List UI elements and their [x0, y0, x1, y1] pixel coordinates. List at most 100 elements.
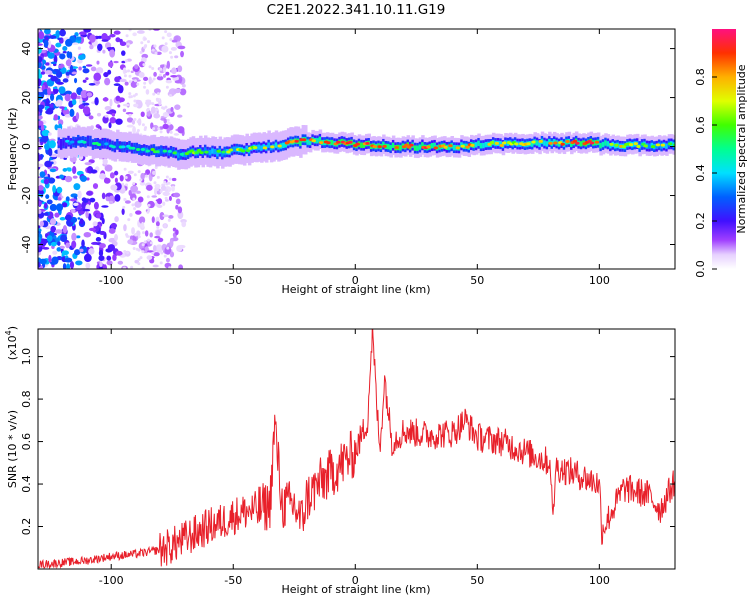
spectrogram-noise-cell: [99, 243, 106, 249]
spectrogram-peak-cell: [355, 142, 360, 146]
spectrogram-noise-cell: [128, 29, 132, 32]
spectrogram-noise-cell: [165, 79, 173, 84]
spectrogram-band-cell: [413, 145, 418, 151]
spectrogram-peak-cell: [501, 141, 507, 145]
spectrogram-noise-cell: [132, 246, 136, 250]
spectrogram-noise-cell: [43, 39, 49, 48]
spectrogram-band-cell: [86, 138, 91, 144]
spectrogram-noise-cell: [139, 178, 143, 182]
spectrogram-peak-cell: [216, 149, 221, 153]
spectrogram-noise-cell: [38, 185, 44, 191]
spectrogram-peak-cell: [614, 143, 619, 147]
spectrogram-noise-cell: [172, 227, 177, 232]
spectrogram-peak-cell: [326, 141, 331, 145]
spectrogram-noise-cell: [78, 54, 85, 61]
spectrogram-noise-cell: [143, 44, 147, 48]
spectrogram-noise-cell: [73, 202, 79, 207]
spectrogram-noise-cell: [47, 177, 56, 184]
spectrogram-noise-cell: [162, 73, 166, 78]
spectrogram-noise-cell: [113, 60, 119, 64]
spectrogram-noise-cell: [163, 69, 167, 73]
spectrogram-peak-cell: [448, 144, 453, 148]
spectrogram-peak-cell: [277, 144, 282, 148]
spectrogram-band-cell: [531, 141, 535, 147]
spectrogram-band-cell: [167, 150, 171, 156]
spectrogram-peak-cell: [514, 142, 519, 146]
spectrogram-noise-cell: [70, 92, 78, 101]
spectrogram-noise-cell: [139, 51, 143, 55]
spectrogram-band-cell: [430, 143, 435, 149]
spectrogram-noise-cell: [101, 39, 109, 42]
snr-y-multiplier: (x104): [4, 326, 19, 360]
spectrogram-noise-cell: [53, 55, 58, 64]
spectrogram-noise-cell: [95, 81, 100, 85]
spectrogram-noise-cell: [164, 246, 172, 255]
spectrogram-band-cell: [391, 142, 396, 149]
spectrogram-band-cell: [545, 141, 550, 147]
spectrogram-band-cell: [282, 142, 286, 149]
spectrogram-noise-cell: [40, 71, 46, 75]
spectrogram-noise-cell: [77, 217, 81, 220]
spectrogram-noise-cell: [128, 74, 132, 78]
spectrogram-noise-cell: [64, 90, 72, 95]
spectrogram-noise-cell: [93, 201, 99, 210]
spectrogram-noise-cell: [109, 172, 115, 179]
spectrogram-noise-cell: [62, 108, 70, 116]
spectrogram-peak-cell: [643, 144, 648, 148]
spectrogram-noise-cell: [85, 64, 93, 67]
spectrogram-noise-cell: [109, 33, 116, 38]
spectrogram-band-cell: [479, 143, 484, 149]
spectrogram-band-cell: [77, 137, 81, 144]
spectrogram-noise-cell: [78, 31, 87, 36]
spectrogram-noise-cell: [67, 168, 72, 172]
spectrogram-noise-cell: [77, 190, 82, 199]
spectrogram-noise-cell: [115, 118, 123, 125]
spectrogram-noise-cell: [38, 177, 44, 186]
spectrogram-noise-cell: [123, 74, 127, 78]
spectrogram-peak-cell: [572, 139, 578, 143]
spectrogram-peak-cell: [526, 142, 531, 146]
spectrogram-noise-cell: [102, 264, 108, 269]
spectrogram-x-axis-label: Height of straight line (km): [281, 283, 430, 296]
spectrogram-band-cell: [211, 148, 215, 154]
spectrogram-noise-cell: [59, 29, 66, 37]
spectrogram-peak-cell: [609, 142, 614, 146]
spectrogram-noise-cell: [166, 60, 171, 70]
spectrogram-peak-cell: [455, 146, 460, 150]
spectrogram-noise-cell: [88, 227, 96, 232]
spectrogram-noise-cell: [55, 42, 62, 48]
spectrogram-noise-cell: [141, 243, 145, 247]
spectrogram-band-cell: [543, 140, 547, 146]
spectrogram-peak-cell: [135, 148, 141, 152]
spectrogram-noise-cell: [98, 173, 107, 180]
spectrogram-noise-cell: [64, 175, 73, 183]
spectrogram-noise-cell: [133, 79, 137, 83]
spectrogram-noise-cell: [138, 216, 146, 224]
spectrogram-peak-cell: [443, 145, 448, 149]
snr-y-tick-label: 1.0: [20, 348, 33, 366]
spectrogram-noise-cell: [147, 238, 151, 242]
spectrogram-noise-cell: [102, 158, 108, 165]
spectrogram-noise-cell: [133, 117, 137, 121]
spectrogram-noise-cell: [157, 127, 161, 131]
spectrogram-noise-cell: [49, 103, 54, 108]
spectrogram-noise-cell: [64, 93, 71, 102]
spectrogram-noise-cell: [165, 257, 170, 263]
spectrogram-noise-cell: [152, 245, 157, 252]
spectrogram-noise-cell: [61, 202, 68, 208]
spectrogram-band-cell: [74, 139, 79, 146]
spectrogram-noise-cell: [177, 126, 185, 134]
spectrogram-noise-cell: [121, 60, 126, 64]
spectrogram-noise-cell: [49, 168, 57, 173]
spectrogram-noise-cell: [45, 109, 54, 115]
colorbar-tick-label: 0.4: [694, 164, 707, 182]
spectrogram-noise-cell: [166, 118, 170, 122]
spectrogram-noise-cell: [130, 185, 139, 193]
spectrogram-noise-cell: [86, 177, 90, 181]
spectrogram-band-cell: [221, 151, 225, 157]
spectrogram-noise-cell: [114, 194, 121, 202]
spectrogram-band-cell: [62, 140, 66, 146]
spectrogram-peak-cell: [82, 140, 87, 144]
spectrogram-band-cell: [316, 138, 320, 144]
spectrogram-band-cell: [474, 142, 479, 148]
